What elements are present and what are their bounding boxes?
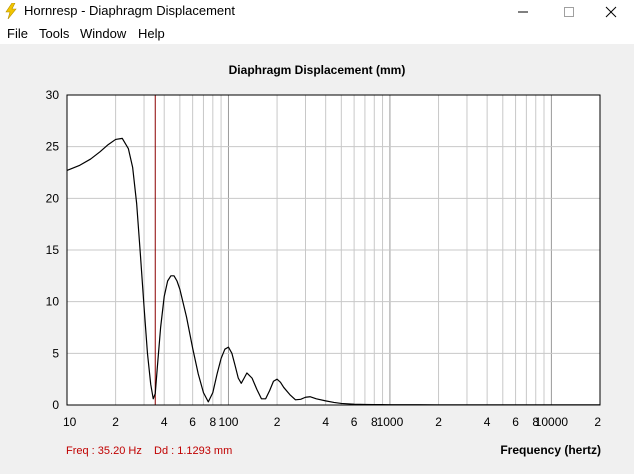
window-title: Hornresp - Diaphragm Displacement: [24, 3, 235, 18]
x-tick-label: 10: [63, 415, 77, 429]
menu-file[interactable]: File: [7, 26, 28, 41]
x-tick-label: 8: [532, 415, 539, 429]
minimize-icon: [518, 11, 528, 13]
x-tick-label: 2: [435, 415, 442, 429]
x-tick-label: 4: [161, 415, 168, 429]
x-tick-label: 4: [484, 415, 491, 429]
x-tick-label: 1000: [377, 415, 404, 429]
x-tick-label: 2: [594, 415, 601, 429]
menu-bar: File Tools Window Help: [0, 23, 634, 44]
status-freq: Freq : 35.20 Hz: [66, 445, 142, 457]
plot-frame: [66, 94, 601, 406]
y-tick-label: 5: [52, 346, 59, 360]
menu-help[interactable]: Help: [138, 26, 165, 41]
menu-tools[interactable]: Tools: [39, 26, 70, 41]
lightning-bolt-icon: [5, 3, 17, 19]
chart-area: Diaphragm Displacement (mm) 0 5 10 15 20 25 30…: [0, 44, 634, 474]
x-tick-label: 6: [512, 415, 519, 429]
close-icon: [605, 6, 617, 18]
minimize-button[interactable]: [500, 0, 546, 23]
grid-lines: [67, 95, 600, 405]
x-tick-label: 2: [274, 415, 281, 429]
x-tick-label: 10000: [535, 415, 569, 429]
status-displacement: Dd : 1.1293 mm: [154, 445, 232, 457]
y-tick-label: 25: [46, 140, 60, 154]
x-tick-label: 8: [371, 415, 378, 429]
y-tick-label: 20: [46, 191, 60, 205]
close-button[interactable]: [588, 0, 634, 23]
y-tick-label: 0: [52, 398, 59, 412]
displacement-curve: [66, 137, 600, 406]
y-tick-label: 30: [46, 88, 60, 102]
x-tick-label: 100: [218, 415, 238, 429]
x-tick-label: 6: [351, 415, 358, 429]
y-axis-ticks: 0 5 10 15 20 25 30: [46, 88, 60, 412]
title-bar: Hornresp - Diaphragm Displacement: [0, 0, 634, 23]
chart-title: Diaphragm Displacement (mm): [229, 63, 406, 77]
maximize-button[interactable]: [546, 0, 592, 23]
x-axis-label: Frequency (hertz): [500, 443, 601, 457]
x-tick-label: 4: [322, 415, 329, 429]
maximize-icon: [564, 7, 574, 17]
x-tick-label: 8: [209, 415, 216, 429]
menu-window[interactable]: Window: [80, 26, 127, 41]
y-tick-label: 10: [46, 295, 60, 309]
displacement-chart[interactable]: Diaphragm Displacement (mm) 0 5 10 15 20 25 30…: [0, 44, 634, 474]
y-tick-label: 15: [46, 243, 60, 257]
x-tick-label: 2: [112, 415, 119, 429]
x-tick-label: 6: [189, 415, 196, 429]
